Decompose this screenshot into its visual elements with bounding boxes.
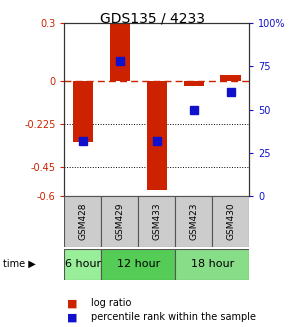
Text: percentile rank within the sample: percentile rank within the sample xyxy=(91,312,256,322)
Text: log ratio: log ratio xyxy=(91,299,131,308)
Text: ■: ■ xyxy=(67,299,78,308)
Text: ■: ■ xyxy=(67,312,78,322)
Bar xyxy=(183,81,204,86)
Bar xyxy=(138,196,175,247)
Bar xyxy=(220,75,241,81)
Bar xyxy=(146,81,167,190)
Text: time ▶: time ▶ xyxy=(3,259,36,269)
Bar xyxy=(175,196,212,247)
Text: GSM430: GSM430 xyxy=(226,203,235,240)
Text: GSM429: GSM429 xyxy=(115,203,124,240)
Text: GSM433: GSM433 xyxy=(152,203,161,240)
Bar xyxy=(212,196,249,247)
Bar xyxy=(101,196,138,247)
Bar xyxy=(175,249,249,280)
Text: 12 hour: 12 hour xyxy=(117,259,160,269)
Text: GSM428: GSM428 xyxy=(79,203,87,240)
Bar xyxy=(64,249,101,280)
Bar xyxy=(73,81,93,142)
Text: 6 hour: 6 hour xyxy=(65,259,101,269)
Bar xyxy=(101,249,175,280)
Text: GDS135 / 4233: GDS135 / 4233 xyxy=(100,11,205,26)
Text: GSM423: GSM423 xyxy=(189,203,198,240)
Bar xyxy=(64,196,101,247)
Bar xyxy=(110,23,130,81)
Text: 18 hour: 18 hour xyxy=(190,259,234,269)
